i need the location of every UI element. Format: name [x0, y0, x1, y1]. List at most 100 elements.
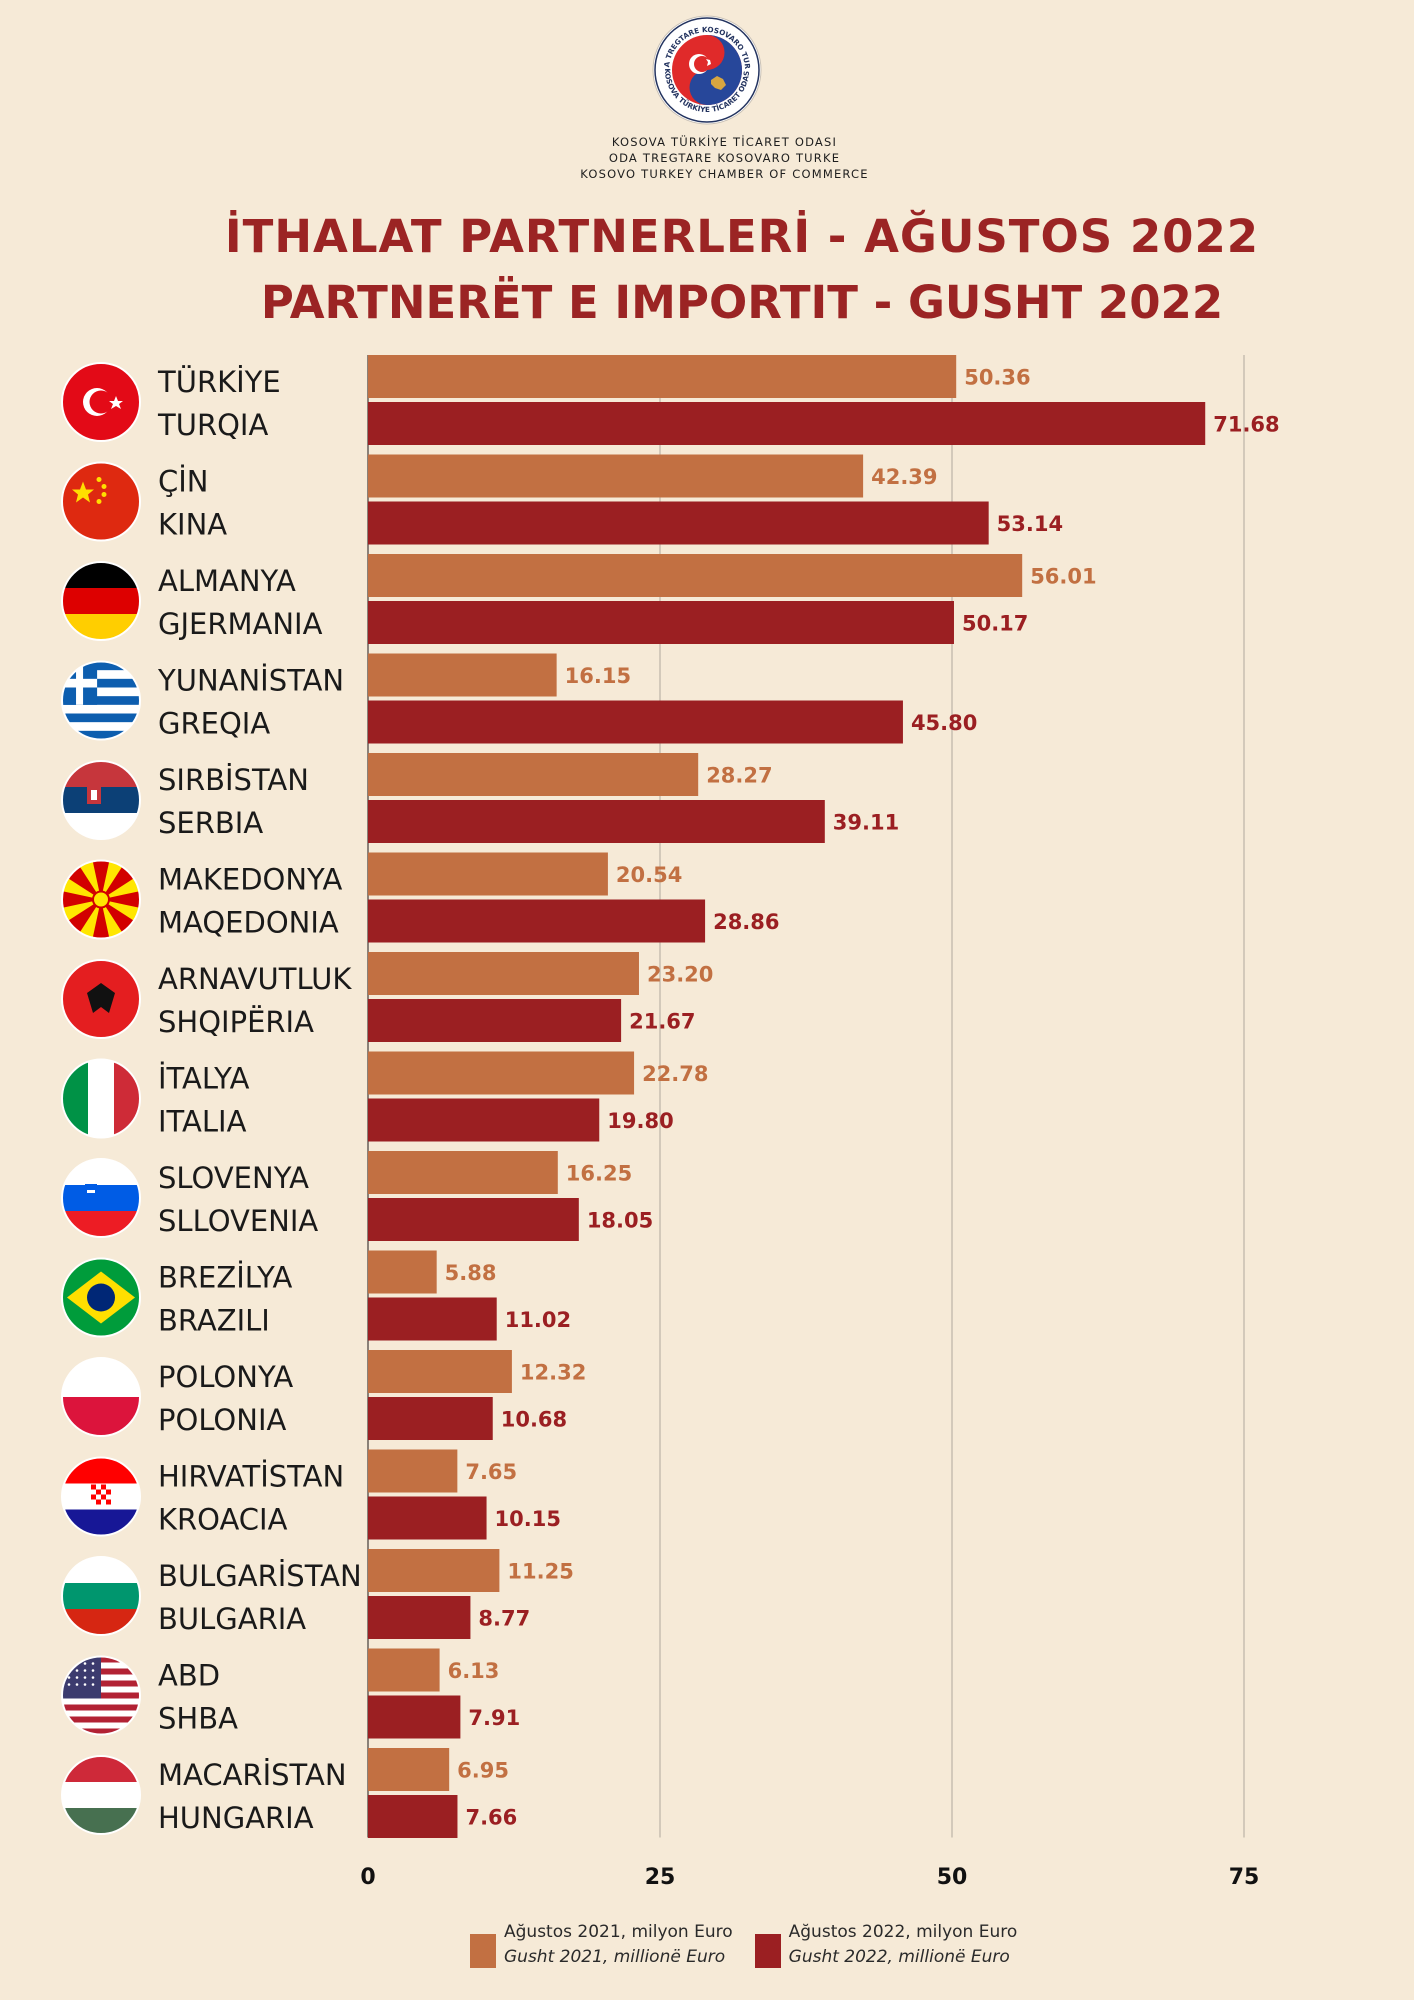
italy-flag-icon: [61, 1058, 141, 1139]
chart-title: İTHALAT PARTNERLERİ - AĞUSTOS 2022: [224, 210, 1260, 263]
country-name-tr: ALMANYA: [158, 564, 296, 598]
data-label-2021: 11.25: [507, 1560, 573, 1584]
bar-2021: [368, 753, 699, 796]
country-name-sq: GREQIA: [158, 707, 270, 741]
legend-swatch-2022: [754, 1934, 781, 1968]
serbia-flag-icon: [61, 760, 141, 840]
bar-2022: [368, 1397, 493, 1440]
bar-2021: [368, 1350, 512, 1393]
data-label-2022: 7.91: [468, 1706, 520, 1730]
country-name-sq: ITALIA: [158, 1105, 247, 1139]
legend-label-2021: Ağustos 2021, milyon Euro: [504, 1922, 733, 1942]
x-tick-label: 50: [937, 1865, 968, 1890]
bar-2022: [368, 1098, 600, 1142]
data-label-2022: 50.17: [962, 612, 1028, 636]
bar-2022: [368, 800, 825, 843]
greece-flag-icon: [61, 660, 141, 741]
bar-chart: 0 25 50 75 TÜRKİYE TURQIA 50.36 71.68 ÇİN KINA 42.…: [61, 355, 1280, 1890]
croatia-flag-icon: [61, 1456, 141, 1537]
data-label-2022: 10.15: [495, 1507, 561, 1531]
data-label-2021: 22.78: [642, 1062, 708, 1086]
bar-2021: [368, 454, 864, 498]
country-name-sq: MAQEDONIA: [158, 906, 339, 940]
north-macedonia-flag-icon: [61, 859, 141, 940]
data-label-2022: 39.11: [833, 811, 899, 835]
poland-flag-icon: [61, 1357, 141, 1437]
country-name-sq: SERBIA: [158, 806, 263, 840]
x-tick-label: 75: [1229, 1865, 1260, 1890]
turkey-flag-icon: [61, 362, 141, 442]
bulgaria-flag-icon: [61, 1556, 141, 1636]
country-name-sq: SHBA: [158, 1702, 238, 1736]
country-name-tr: BULGARİSTAN: [158, 1559, 362, 1593]
data-label-2021: 12.32: [520, 1361, 586, 1385]
country-name-sq: GJERMANIA: [158, 607, 323, 641]
data-label-2021: 6.13: [448, 1659, 500, 1683]
chamber-logo: ODA TREGTARE KOSOVARO TURKE KOSOVA TÜRKİ…: [651, 14, 762, 125]
bar-2021: [368, 653, 557, 697]
albania-flag-icon: [61, 959, 141, 1039]
bar-2022: [368, 601, 954, 644]
country-name-sq: KROACIA: [158, 1503, 288, 1537]
data-label-2022: 45.80: [911, 711, 977, 735]
bar-2022: [368, 700, 903, 744]
bar-2022: [368, 999, 622, 1042]
bar-2021: [368, 1250, 437, 1294]
bar-2022: [368, 501, 989, 545]
chart-subtitle: PARTNERËT E IMPORTIT - GUSHT 2022: [260, 276, 1224, 329]
slovenia-flag-icon: [61, 1158, 141, 1238]
bar-2021: [368, 1051, 635, 1095]
data-label-2022: 53.14: [997, 512, 1063, 536]
data-label-2021: 20.54: [616, 863, 682, 887]
bar-2021: [368, 1648, 440, 1692]
country-name-tr: SIRBİSTAN: [158, 763, 309, 797]
legend-item-2022: Ağustos 2022, milyon Euro Gusht 2022, mi…: [754, 1920, 1018, 1970]
data-label-2022: 10.68: [501, 1408, 567, 1432]
country-name-tr: İTALYA: [158, 1062, 250, 1096]
data-label-2021: 50.36: [964, 366, 1030, 390]
data-label-2021: 5.88: [445, 1261, 497, 1285]
country-name-tr: BREZİLYA: [158, 1261, 293, 1295]
country-name-sq: TURQIA: [157, 408, 268, 442]
x-tick-label: 25: [645, 1865, 676, 1890]
legend-label-2022-alt: Gusht 2022, millionë Euro: [788, 1947, 1010, 1967]
bar-2022: [368, 402, 1206, 445]
country-name-tr: TÜRKİYE: [157, 365, 281, 399]
country-name-tr: MAKEDONYA: [158, 863, 343, 897]
country-name-tr: HIRVATİSTAN: [158, 1460, 344, 1494]
bar-2021: [368, 1449, 458, 1493]
data-label-2022: 71.68: [1213, 413, 1279, 437]
country-name-tr: SLOVENYA: [158, 1161, 309, 1195]
data-label-2021: 23.20: [647, 963, 713, 987]
data-label-2021: 6.95: [457, 1759, 509, 1783]
org-name-sq: ODA TREGTARE KOSOVARO TURKE: [608, 151, 841, 165]
bar-2021: [368, 355, 957, 398]
country-name-tr: ÇİN: [158, 465, 209, 499]
legend-swatch-2021: [470, 1934, 496, 1968]
bar-2021: [368, 852, 608, 896]
data-label-2021: 42.39: [871, 465, 937, 489]
bar-2021: [368, 554, 1023, 597]
bar-2022: [368, 1596, 471, 1639]
bar-2022: [368, 1198, 579, 1241]
legend-item-2021: Ağustos 2021, milyon Euro Gusht 2021, mi…: [470, 1920, 733, 1970]
brazil-flag-icon: [61, 1257, 141, 1338]
data-label-2021: 28.27: [706, 764, 772, 788]
germany-flag-icon: [61, 561, 141, 641]
bar-2022: [368, 1496, 487, 1540]
country-name-sq: HUNGARIA: [158, 1801, 314, 1835]
country-name-sq: BULGARIA: [158, 1602, 306, 1636]
data-label-2022: 11.02: [505, 1308, 571, 1332]
legend-label-2022: Ağustos 2022, milyon Euro: [788, 1922, 1018, 1942]
bar-2022: [368, 899, 706, 943]
data-label-2021: 7.65: [465, 1460, 517, 1484]
country-name-tr: POLONYA: [158, 1360, 293, 1394]
country-name-sq: KINA: [158, 508, 227, 542]
legend: Ağustos 2021, milyon Euro Gusht 2021, mi…: [470, 1920, 1017, 1970]
bar-2021: [368, 1748, 450, 1791]
data-label-2022: 28.86: [713, 910, 779, 934]
data-label-2022: 8.77: [478, 1607, 530, 1631]
country-name-sq: POLONIA: [158, 1403, 287, 1437]
org-name-tr: KOSOVA TÜRKİYE TİCARET ODASI: [611, 135, 838, 149]
country-name-tr: MACARİSTAN: [158, 1758, 347, 1792]
